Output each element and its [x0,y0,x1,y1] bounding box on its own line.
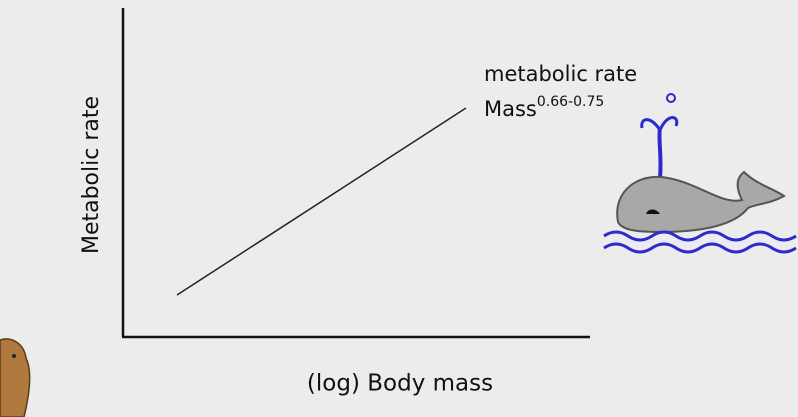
whale-illustration [603,93,797,254]
x-axis-label: (log) Body mass [307,371,493,397]
beaver-illustration [0,338,31,417]
annotation-formula: Mass0.66-0.75 [484,94,604,121]
formula-base: Mass [484,97,537,121]
annotation-line: metabolic rate [484,62,637,86]
formula-exponent: 0.66-0.75 [537,94,604,110]
trend-line [176,107,467,296]
y-axis-label: Metabolic rate [79,96,104,254]
